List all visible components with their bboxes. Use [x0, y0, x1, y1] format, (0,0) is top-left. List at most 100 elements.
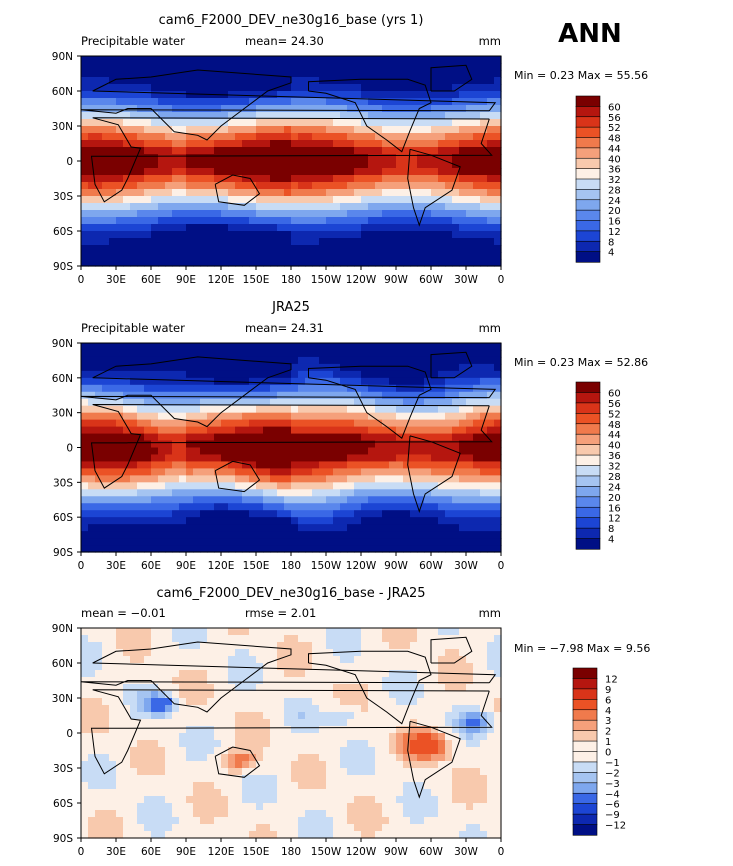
- field-cell: [445, 524, 453, 532]
- field-cell: [347, 510, 355, 518]
- field-cell: [151, 810, 159, 818]
- field-cell: [207, 426, 215, 435]
- field-cell: [389, 259, 397, 267]
- field-cell: [459, 531, 467, 539]
- field-cell: [179, 196, 187, 204]
- field-cell: [333, 824, 341, 832]
- field-cell: [137, 119, 145, 127]
- field-cell: [312, 210, 320, 218]
- field-cell: [284, 433, 292, 442]
- field-cell: [270, 761, 278, 769]
- field-cell: [473, 189, 481, 197]
- field-cell: [256, 517, 264, 525]
- field-cell: [249, 503, 257, 511]
- field-cell: [221, 524, 229, 532]
- field-cell: [277, 761, 285, 769]
- field-cell: [284, 475, 292, 483]
- field-cell: [361, 175, 369, 183]
- field-cell: [158, 182, 166, 190]
- field-cell: [382, 56, 390, 64]
- field-cell: [368, 56, 376, 64]
- field-cell: [200, 426, 208, 435]
- field-cell: [95, 203, 103, 211]
- field-cell: [95, 740, 103, 748]
- field-cell: [354, 238, 362, 246]
- field-cell: [88, 475, 96, 483]
- field-cell: [375, 461, 383, 469]
- field-cell: [102, 447, 110, 456]
- field-cell: [270, 196, 278, 204]
- field-cell: [263, 698, 271, 706]
- field-cell: [452, 70, 460, 78]
- field-cell: [361, 503, 369, 511]
- field-cell: [319, 482, 327, 490]
- field-cell: [207, 175, 215, 183]
- field-cell: [326, 677, 334, 685]
- field-cell: [95, 182, 103, 190]
- field-cell: [221, 817, 229, 825]
- field-cell: [333, 489, 341, 497]
- field-cell: [88, 363, 96, 372]
- field-cell: [284, 524, 292, 532]
- field-cell: [256, 677, 264, 685]
- field-cell: [333, 126, 341, 134]
- field-cell: [340, 252, 348, 260]
- field-cell: [200, 831, 208, 839]
- field-cell: [403, 154, 411, 162]
- field-cell: [130, 419, 138, 428]
- field-cell: [375, 161, 383, 169]
- field-cell: [242, 210, 250, 218]
- field-cell: [172, 719, 180, 727]
- field-cell: [270, 259, 278, 267]
- field-cell: [116, 670, 124, 678]
- field-cell: [396, 391, 404, 400]
- field-cell: [256, 210, 264, 218]
- field-cell: [193, 70, 201, 78]
- colorbar-label: 24: [608, 196, 621, 207]
- field-cell: [270, 224, 278, 232]
- field-cell: [235, 245, 243, 253]
- field-cell: [102, 642, 110, 650]
- field-cell: [214, 405, 222, 414]
- field-cell: [445, 468, 453, 476]
- field-cell: [298, 133, 306, 141]
- field-cell: [186, 663, 194, 671]
- field-cell: [249, 140, 257, 148]
- field-cell: [151, 412, 159, 421]
- field-cell: [158, 224, 166, 232]
- field-cell: [277, 538, 285, 546]
- field-cell: [193, 433, 201, 442]
- field-cell: [186, 782, 194, 790]
- field-cell: [144, 56, 152, 64]
- field-cell: [396, 168, 404, 176]
- field-cell: [333, 154, 341, 162]
- field-cell: [389, 91, 397, 99]
- field-cell: [228, 126, 236, 134]
- field-cell: [151, 63, 159, 71]
- field-cell: [200, 656, 208, 664]
- field-cell: [123, 426, 131, 435]
- field-cell: [326, 56, 334, 64]
- field-cell: [277, 356, 285, 365]
- field-cell: [375, 475, 383, 483]
- field-cell: [186, 538, 194, 546]
- field-cell: [270, 447, 278, 456]
- field-cell: [361, 412, 369, 421]
- field-cell: [291, 489, 299, 497]
- colorbar-box: [575, 517, 601, 529]
- field-cell: [123, 824, 131, 832]
- field-cell: [130, 796, 138, 804]
- field-cell: [256, 63, 264, 71]
- field-cell: [410, 168, 418, 176]
- field-cell: [396, 210, 404, 218]
- field-cell: [487, 224, 495, 232]
- field-cell: [340, 496, 348, 504]
- field-cell: [263, 719, 271, 727]
- field-cell: [123, 635, 131, 643]
- field-cell: [102, 363, 110, 372]
- field-cell: [277, 91, 285, 99]
- field-cell: [130, 482, 138, 490]
- field-cell: [333, 775, 341, 783]
- field-cell: [144, 810, 152, 818]
- field-cell: [354, 259, 362, 267]
